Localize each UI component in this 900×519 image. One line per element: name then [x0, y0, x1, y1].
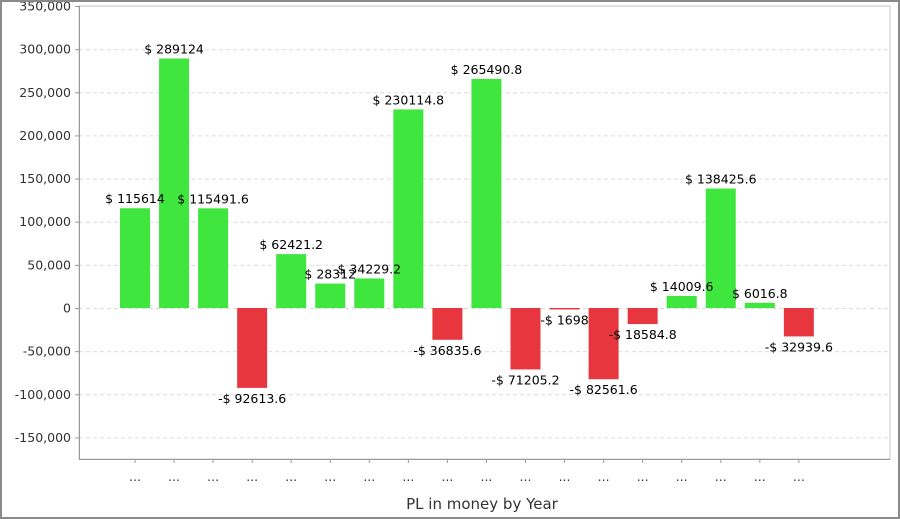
bar: [432, 308, 463, 340]
data-label: $ 34229.2: [337, 261, 401, 276]
x-tick-label: ...: [480, 469, 492, 484]
bar: [237, 308, 268, 388]
x-tick-label: ...: [363, 469, 375, 484]
bar: [120, 208, 150, 308]
y-tick-label: 200,000: [19, 128, 71, 143]
bar: [627, 308, 658, 325]
data-label: $ 289124: [144, 42, 204, 57]
bar: [588, 308, 619, 380]
bar: [198, 208, 229, 308]
x-tick-label: ...: [754, 469, 766, 484]
data-label: -$ 32939.6: [765, 339, 833, 354]
x-tick-label: ...: [168, 469, 180, 484]
bars: [120, 58, 814, 388]
data-label: $ 265490.8: [451, 62, 523, 77]
y-tick-label: 50,000: [27, 257, 71, 272]
bar: [276, 254, 307, 308]
bar: [354, 278, 385, 308]
data-label: -$ 71205.2: [491, 372, 559, 387]
bar: [549, 308, 580, 310]
data-label: $ 230114.8: [373, 92, 445, 107]
bar: [666, 295, 697, 308]
x-tick-labels: ........................................…: [129, 459, 805, 484]
x-tick-label: ...: [715, 469, 727, 484]
bar: [471, 78, 502, 308]
x-tick-label: ...: [324, 469, 336, 484]
x-tick-label: ...: [598, 469, 610, 484]
x-tick-label: ...: [246, 469, 258, 484]
data-label: -$ 18584.8: [609, 327, 677, 342]
bar: [510, 308, 541, 370]
y-tick-label: 350,000: [19, 2, 71, 14]
x-tick-label: ...: [520, 469, 532, 484]
bar: [159, 58, 190, 309]
x-tick-label: ...: [285, 469, 297, 484]
y-tick-label: -150,000: [15, 430, 71, 445]
data-label: $ 62421.2: [259, 237, 323, 252]
y-tick-label: 150,000: [19, 171, 71, 186]
x-tick-label: ...: [441, 469, 453, 484]
bar: [315, 283, 346, 308]
data-label: -$ 36835.6: [413, 343, 481, 358]
bar: [705, 188, 736, 308]
data-label: $ 115614: [105, 191, 165, 206]
y-tick-label: 100,000: [19, 214, 71, 229]
x-tick-label: ...: [207, 469, 219, 484]
y-tick-label: 0: [63, 301, 71, 316]
data-label: -$ 1698: [540, 312, 588, 327]
y-axis: 350,000 300,000 250,000 200,000 150,000 100,0…: [15, 2, 890, 460]
x-tick-label: ...: [793, 469, 805, 484]
y-tick-label: -50,000: [23, 344, 71, 359]
y-tick-label: 300,000: [19, 42, 71, 57]
x-tick-label: ...: [676, 469, 688, 484]
x-tick-label: ...: [402, 469, 414, 484]
data-label: $ 115491.6: [177, 191, 249, 206]
data-label: $ 138425.6: [685, 172, 757, 187]
y-tick-label: -100,000: [15, 387, 71, 402]
x-tick-label: ...: [637, 469, 649, 484]
bar: [744, 302, 775, 308]
x-tick-label: ...: [129, 469, 141, 484]
x-tick-label: ...: [559, 469, 571, 484]
data-label: $ 6016.8: [732, 286, 788, 301]
bar: [393, 109, 424, 308]
data-label: $ 28312: [304, 267, 356, 282]
data-labels: $ 115614 $ 289124 $ 115491.6 -$ 92613.6 $ 62…: [105, 42, 833, 406]
y-tick-label: 250,000: [19, 85, 71, 100]
data-label: -$ 82561.6: [570, 382, 638, 397]
data-label: $ 14009.6: [650, 279, 714, 294]
bar: [783, 308, 814, 337]
x-axis-title: PL in money by Year: [406, 495, 559, 513]
data-label: -$ 92613.6: [218, 391, 286, 406]
